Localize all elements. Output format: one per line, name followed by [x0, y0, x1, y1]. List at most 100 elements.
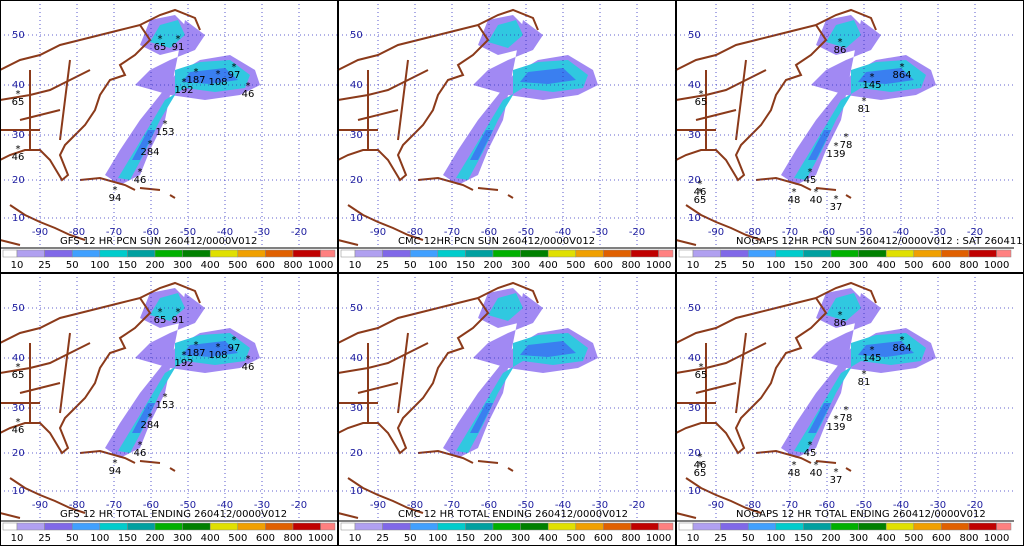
colorbar-label: 100 — [428, 533, 447, 544]
colorbar-segment — [409, 249, 439, 258]
colorbar-label: 150 — [794, 260, 813, 271]
colorbar-label: 10 — [11, 533, 24, 544]
colorbar-label: 150 — [118, 260, 137, 271]
colorbar-segment — [320, 522, 336, 531]
station-value: 48 — [788, 195, 801, 206]
lon-label: -60 — [819, 227, 835, 238]
basemap — [0, 0, 339, 248]
station-value: 40 — [810, 195, 823, 206]
lon-label: -30 — [254, 227, 270, 238]
lon-label: -80 — [745, 227, 761, 238]
colorbar-label: 1000 — [308, 260, 333, 271]
station-value: 45 — [804, 448, 817, 459]
colorbar-segment — [547, 249, 577, 258]
lon-label: -90 — [708, 500, 724, 511]
station-value: 91 — [172, 315, 185, 326]
colorbar-segment — [692, 522, 721, 531]
station-value: 40 — [810, 468, 823, 479]
station-star: * — [699, 89, 704, 100]
lon-label: -20 — [291, 227, 307, 238]
colorbar-segment — [437, 522, 466, 531]
colorbar-segment — [127, 249, 156, 258]
colorbar-label: 500 — [228, 260, 247, 271]
station-value: 46 — [242, 362, 255, 373]
station-value: 187 — [186, 75, 205, 86]
colorbar-segment — [237, 522, 266, 531]
basemap — [337, 0, 677, 248]
lon-label: -60 — [481, 227, 497, 238]
colorbar-segment — [996, 522, 1012, 531]
panel-title: GFS 12 HR PCN SUN 260412/0000V012 — [60, 236, 257, 247]
colorbar-label: 100 — [428, 260, 447, 271]
station-value: 86 — [834, 318, 847, 329]
lon-label: -30 — [592, 227, 608, 238]
station-value: 81 — [858, 377, 871, 388]
colorbar-segment — [520, 522, 549, 531]
panel-title: CMC 12 HR TOTAL ENDING 260412/0000V012 — [398, 509, 628, 520]
lon-label: -80 — [69, 227, 85, 238]
panel-title: NOGAPS 12HR PCN SUN 260412/0000V012 : SA… — [736, 236, 1024, 247]
station-value: 46 — [12, 425, 25, 436]
colorbar-segment — [182, 522, 211, 531]
station-value: 65 — [695, 370, 708, 381]
colorbar-segment — [747, 249, 777, 258]
colorbar-label: 200 — [483, 260, 502, 271]
colorbar-segment — [968, 249, 997, 258]
station-star: * — [148, 139, 153, 150]
lon-label: -20 — [629, 500, 645, 511]
lon-label: -20 — [629, 227, 645, 238]
station-value: 78 — [840, 413, 853, 424]
lon-label: -60 — [143, 500, 159, 511]
lon-label: -60 — [481, 500, 497, 511]
panel-title: NOGAPS 12 HR TOTAL ENDING 260412/0000V01… — [736, 509, 986, 520]
colorbar-segment — [154, 522, 183, 531]
colorbar-label: 50 — [66, 533, 79, 544]
colorbar-label: 500 — [904, 533, 923, 544]
station-star: * — [216, 69, 221, 80]
colorbar-segment — [858, 249, 887, 258]
colorbar-label: 10 — [349, 533, 362, 544]
lon-label: -40 — [217, 227, 233, 238]
station-value: 46 — [12, 152, 25, 163]
lon-label: -50 — [518, 500, 534, 511]
colorbar-segment — [520, 249, 549, 258]
station-star: * — [16, 362, 21, 373]
station-star: * — [194, 340, 199, 351]
station-star: * — [16, 144, 21, 155]
lat-label: 10 — [12, 486, 25, 497]
lon-label: -70 — [106, 227, 122, 238]
lat-label: 30 — [12, 130, 25, 141]
station-value: 192 — [174, 358, 193, 369]
station-star: * — [870, 72, 875, 83]
colorbar-segment — [492, 522, 521, 531]
lat-label: 10 — [688, 486, 701, 497]
station-value: 78 — [840, 140, 853, 151]
lat-label: 10 — [688, 213, 701, 224]
lat-label: 40 — [688, 353, 701, 364]
lat-label: 30 — [688, 130, 701, 141]
station-star: * — [792, 187, 797, 198]
lon-label: -20 — [291, 500, 307, 511]
lon-label: -30 — [592, 500, 608, 511]
lon-label: -70 — [782, 227, 798, 238]
station-star: * — [113, 458, 118, 469]
station-star: * — [158, 307, 163, 318]
colorbar-label: 200 — [145, 260, 164, 271]
colorbar-segment — [465, 522, 494, 531]
colorbar-segment — [603, 249, 632, 258]
lat-label: 50 — [12, 30, 25, 41]
lon-label: -30 — [254, 500, 270, 511]
colorbar-segment — [71, 249, 101, 258]
station-star: * — [16, 417, 21, 428]
station-value: 864 — [892, 70, 911, 81]
colorbar-segment — [575, 249, 604, 258]
station-star: * — [834, 141, 839, 152]
station-star: * — [138, 167, 143, 178]
colorbar-label: 800 — [621, 260, 640, 271]
colorbar-label: 150 — [456, 260, 475, 271]
station-star: * — [699, 362, 704, 373]
colorbar-segment — [858, 522, 887, 531]
